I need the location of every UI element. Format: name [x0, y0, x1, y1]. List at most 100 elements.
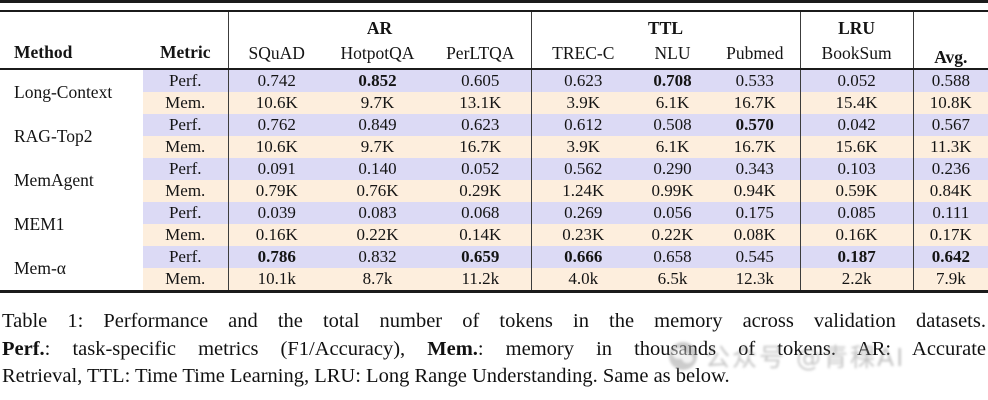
metric-label: Perf.: [143, 246, 229, 268]
mem-row: Mem. 0.79K 0.76K 0.29K 1.24K 0.99K 0.94K 0.59K 0…: [0, 180, 988, 202]
perf-value: 0.742: [228, 69, 325, 92]
mem-value: 0.76K: [325, 180, 430, 202]
perf-value: 0.140: [325, 158, 430, 180]
method-name: RAG-Top2: [0, 114, 143, 158]
perf-value: 0.187: [800, 246, 914, 268]
perf-value: 0.052: [800, 69, 914, 92]
perf-value: 0.343: [710, 158, 801, 180]
mem-value: 10.6K: [228, 92, 325, 114]
mem-value: 0.22K: [325, 224, 430, 246]
perf-value: 0.849: [325, 114, 430, 136]
perf-value: 0.659: [430, 246, 532, 268]
col-pubmed: Pubmed: [710, 39, 801, 70]
perf-row: MEM1 Perf. 0.039 0.083 0.068 0.269 0.056 0.175 0…: [0, 202, 988, 246]
perf-value: 0.103: [800, 158, 914, 180]
mem-value: 16.7K: [710, 136, 801, 158]
mem-value: 6.5k: [635, 268, 711, 292]
mem-value: 9.7K: [325, 92, 430, 114]
mem-value: 10.1k: [228, 268, 325, 292]
perf-row: Long-Context Perf. 0.742 0.852 0.605 0.623 0.7…: [0, 69, 988, 114]
mem-value: 15.6K: [800, 136, 914, 158]
table-top-rule: [0, 0, 988, 12]
metric-label: Perf.: [143, 69, 229, 92]
mem-value: 3.9K: [531, 136, 636, 158]
perf-value: 0.269: [531, 202, 636, 224]
metric-label: Mem.: [143, 224, 229, 246]
perf-value: 0.588: [913, 69, 988, 92]
mem-value: 0.59K: [800, 180, 914, 202]
perf-value: 0.623: [430, 114, 532, 136]
method-name: MEM1: [0, 202, 143, 246]
perf-value: 0.533: [710, 69, 801, 92]
mem-value: 2.2k: [800, 268, 914, 292]
perf-value: 0.567: [913, 114, 988, 136]
perf-value: 0.612: [531, 114, 636, 136]
mem-value: 3.9K: [531, 92, 636, 114]
perf-value: 0.091: [228, 158, 325, 180]
perf-value: 0.623: [531, 69, 636, 92]
results-table: Method Metric AR TTL LRU Avg. SQuAD Hotp…: [0, 12, 988, 293]
caption-perf-term: Perf.: [2, 337, 45, 360]
method-name: Mem-α: [0, 246, 143, 292]
mem-value: 9.7K: [325, 136, 430, 158]
perf-value: 0.570: [710, 114, 801, 136]
mem-value: 0.29K: [430, 180, 532, 202]
mem-value: 15.4K: [800, 92, 914, 114]
mem-value: 16.7K: [430, 136, 532, 158]
mem-value: 11.2k: [430, 268, 532, 292]
metric-label: Mem.: [143, 180, 229, 202]
mem-value: 1.24K: [531, 180, 636, 202]
perf-value: 0.708: [635, 69, 711, 92]
mem-value: 13.1K: [430, 92, 532, 114]
perf-value: 0.562: [531, 158, 636, 180]
perf-value: 0.083: [325, 202, 430, 224]
mem-value: 0.08K: [710, 224, 801, 246]
mem-value: 0.14K: [430, 224, 532, 246]
col-squad: SQuAD: [228, 39, 325, 70]
mem-value: 10.8K: [913, 92, 988, 114]
method-name: Long-Context: [0, 69, 143, 114]
mem-value: 12.3k: [710, 268, 801, 292]
col-nlu: NLU: [635, 39, 711, 70]
perf-value: 0.508: [635, 114, 711, 136]
mem-value: 0.16K: [800, 224, 914, 246]
mem-value: 4.0k: [531, 268, 636, 292]
caption-line-3: Retrieval, TTL: Time Time Learning, LRU:…: [2, 365, 730, 387]
mem-row: Mem. 10.1k 8.7k 11.2k 4.0k 6.5k 12.3k 2.2k 7.9k: [0, 268, 988, 292]
mem-value: 0.16K: [228, 224, 325, 246]
perf-value: 0.236: [913, 158, 988, 180]
mem-row: Mem. 0.16K 0.22K 0.14K 0.23K 0.22K 0.08K 0.16K 0…: [0, 224, 988, 246]
mem-value: 7.9k: [913, 268, 988, 292]
metric-label: Perf.: [143, 114, 229, 136]
col-booksum: BookSum: [800, 39, 914, 70]
caption-line-2: Perf.: task-specific metrics (F1/Accurac…: [2, 336, 986, 364]
mem-value: 0.17K: [913, 224, 988, 246]
metric-label: Mem.: [143, 136, 229, 158]
col-avg: Avg.: [913, 12, 988, 70]
caption-mem-term: Mem.: [427, 337, 478, 360]
perf-value: 0.666: [531, 246, 636, 268]
perf-value: 0.068: [430, 202, 532, 224]
col-metric: Metric: [143, 12, 229, 70]
perf-row: Mem-α Perf. 0.786 0.832 0.659 0.666 0.658 0.545…: [0, 246, 988, 292]
perf-value: 0.290: [635, 158, 711, 180]
mem-value: 6.1K: [635, 92, 711, 114]
table-caption: Table 1: Performance and the total numbe…: [2, 308, 986, 391]
mem-value: 10.6K: [228, 136, 325, 158]
perf-value: 0.052: [430, 158, 532, 180]
mem-value: 0.23K: [531, 224, 636, 246]
caption-text: : memory in thousands of tokens. AR: Acc…: [477, 337, 986, 360]
mem-value: 0.22K: [635, 224, 711, 246]
mem-row: Mem. 10.6K 9.7K 13.1K 3.9K 6.1K 16.7K 15.4K 10.8…: [0, 92, 988, 114]
perf-value: 0.111: [913, 202, 988, 224]
perf-value: 0.642: [913, 246, 988, 268]
perf-row: MemAgent Perf. 0.091 0.140 0.052 0.562 0.290 0.…: [0, 158, 988, 202]
metric-label: Perf.: [143, 158, 229, 180]
mem-value: 0.84K: [913, 180, 988, 202]
table-body: Long-Context Perf. 0.742 0.852 0.605 0.623 0.7…: [0, 69, 988, 292]
perf-value: 0.085: [800, 202, 914, 224]
perf-value: 0.039: [228, 202, 325, 224]
metric-label: Mem.: [143, 268, 229, 292]
mem-value: 0.94K: [710, 180, 801, 202]
group-ttl: TTL: [531, 12, 801, 39]
